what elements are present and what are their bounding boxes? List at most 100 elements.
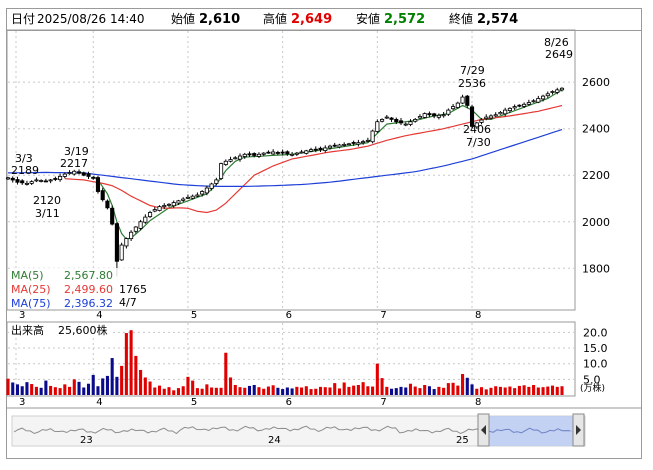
date-label: 日付 xyxy=(11,12,36,26)
month-axis-label: 3 xyxy=(19,397,25,408)
candle xyxy=(214,179,219,184)
navigator-selected-range[interactable] xyxy=(489,416,573,446)
candle xyxy=(223,160,228,165)
candle xyxy=(313,148,318,151)
ma5-legend-value: 2,567.80 xyxy=(64,269,113,282)
candle xyxy=(460,96,465,104)
month-axis-label: 5 xyxy=(191,397,197,408)
price-axis-label: 2400 xyxy=(582,123,610,136)
open-label: 始値 xyxy=(171,12,196,26)
candle xyxy=(228,159,233,162)
volume-bar xyxy=(489,387,493,395)
candle xyxy=(512,106,517,109)
candle xyxy=(327,145,333,149)
volume-legend-label: 出来高 xyxy=(11,323,44,337)
volume-bar xyxy=(96,386,100,395)
candle xyxy=(559,87,565,91)
volume-bar xyxy=(186,376,190,395)
candle xyxy=(62,173,67,177)
candle xyxy=(209,183,214,189)
volume-bar xyxy=(309,389,313,395)
moving-average-line xyxy=(64,104,563,214)
volume-bar xyxy=(328,387,332,395)
volume-bar xyxy=(437,386,441,395)
volume-bar xyxy=(101,378,105,395)
range-navigator[interactable]: 23 24 25 xyxy=(11,413,586,447)
volume-bar xyxy=(560,386,564,395)
candle xyxy=(72,170,77,175)
candle xyxy=(318,147,323,151)
volume-bar xyxy=(536,387,540,395)
candle xyxy=(110,207,115,225)
volume-bar xyxy=(389,388,394,395)
volume-bar xyxy=(541,387,545,395)
volume-bar xyxy=(366,386,370,395)
high-value: 2,649 xyxy=(291,12,333,27)
candle xyxy=(408,121,413,125)
volume-bar xyxy=(15,384,20,395)
candle xyxy=(143,216,148,223)
candle xyxy=(242,153,247,157)
candle xyxy=(53,178,58,180)
volume-bar xyxy=(508,386,512,395)
volume-bar xyxy=(352,385,356,395)
candle xyxy=(95,177,101,192)
candle xyxy=(503,109,508,115)
candle xyxy=(81,172,86,176)
candle xyxy=(29,181,34,184)
candle xyxy=(256,153,262,157)
volume-bar xyxy=(337,388,341,395)
volume-bar xyxy=(44,380,48,395)
volume-unit-label: (万株) xyxy=(580,382,605,394)
candle xyxy=(455,102,460,108)
volume-bar xyxy=(148,381,152,395)
candle xyxy=(24,182,29,185)
volume-bar xyxy=(214,387,218,395)
date-value: 2025/08/26 14:40 xyxy=(37,12,145,26)
volume-bar xyxy=(314,388,318,395)
price-panel xyxy=(6,29,576,311)
volume-bar xyxy=(475,388,479,395)
volume-bar xyxy=(162,388,166,395)
month-axis-label: 3 xyxy=(19,310,25,321)
volume-bar xyxy=(408,383,413,395)
open-value: 2,610 xyxy=(199,12,241,27)
navigator-year-label: 23 xyxy=(80,435,93,446)
candle xyxy=(275,152,280,154)
volume-bar xyxy=(285,387,289,395)
candle xyxy=(507,107,512,111)
volume-bar xyxy=(30,384,34,395)
volume-bar xyxy=(134,355,138,395)
volume-bar xyxy=(115,376,119,395)
volume-bar xyxy=(418,388,422,395)
ma75-legend-value: 2,396.32 xyxy=(64,297,113,310)
volume-bar xyxy=(238,387,242,395)
month-axis-label: 6 xyxy=(286,310,292,321)
volume-bar xyxy=(20,386,24,395)
volume-bar xyxy=(49,385,53,395)
candle xyxy=(114,223,119,262)
month-axis-label: 4 xyxy=(96,310,102,321)
candle xyxy=(522,103,527,107)
candle xyxy=(526,102,531,105)
candle xyxy=(129,231,134,240)
volume-bar xyxy=(456,385,460,395)
candle xyxy=(493,114,498,117)
volume-bar xyxy=(110,358,114,395)
candle xyxy=(124,238,129,247)
volume-bar xyxy=(205,384,209,395)
annotation-label: 2120 xyxy=(33,194,61,207)
candle xyxy=(20,180,25,184)
candle xyxy=(308,149,314,152)
navigator-right-handle[interactable] xyxy=(572,413,585,447)
volume-bar xyxy=(413,386,417,395)
volume-bar xyxy=(513,388,517,395)
candle xyxy=(10,177,15,181)
month-axis-label: 4 xyxy=(96,397,102,408)
candle xyxy=(536,98,541,103)
volume-bar xyxy=(517,385,521,395)
volume-bar xyxy=(6,378,10,395)
navigator-left-handle[interactable] xyxy=(477,413,490,447)
volume-bar xyxy=(200,388,204,395)
